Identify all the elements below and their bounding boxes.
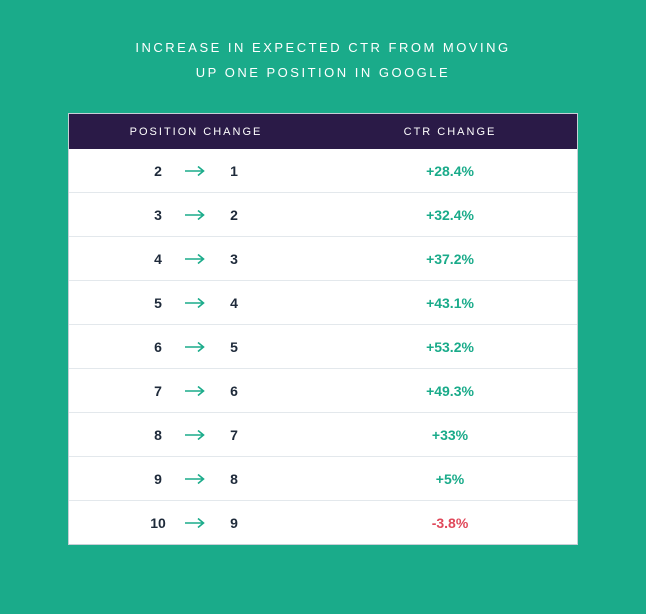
position-to: 3	[225, 251, 243, 267]
ctr-change-cell: +32.4%	[323, 193, 577, 236]
arrow-right-icon	[185, 430, 207, 440]
position-change-cell: 10 9	[69, 501, 323, 544]
position-change-cell: 7 6	[69, 369, 323, 412]
title-line-1: INCREASE IN EXPECTED CTR FROM MOVING	[135, 40, 510, 55]
ctr-change-cell: +53.2%	[323, 325, 577, 368]
col-header-ctr: CTR CHANGE	[323, 114, 577, 149]
ctr-change-cell: +28.4%	[323, 149, 577, 192]
position-from: 10	[149, 515, 167, 531]
ctr-change-cell: +49.3%	[323, 369, 577, 412]
table-row: 4 3 +37.2%	[69, 236, 577, 280]
table-row: 8 7 +33%	[69, 412, 577, 456]
table-row: 2 1 +28.4%	[69, 149, 577, 192]
title-line-2: UP ONE POSITION IN GOOGLE	[196, 65, 450, 80]
table-row: 5 4 +43.1%	[69, 280, 577, 324]
arrow-right-icon	[185, 386, 207, 396]
table-body: 2 1 +28.4% 3 2 +32.4% 4	[69, 149, 577, 544]
position-to: 2	[225, 207, 243, 223]
arrow-right-icon	[185, 254, 207, 264]
position-to: 4	[225, 295, 243, 311]
position-from: 8	[149, 427, 167, 443]
chart-title: INCREASE IN EXPECTED CTR FROM MOVING UP …	[68, 36, 578, 85]
position-to: 9	[225, 515, 243, 531]
table-row: 6 5 +53.2%	[69, 324, 577, 368]
infographic-card: INCREASE IN EXPECTED CTR FROM MOVING UP …	[0, 0, 646, 614]
table-row: 3 2 +32.4%	[69, 192, 577, 236]
ctr-change-cell: +43.1%	[323, 281, 577, 324]
position-change-cell: 8 7	[69, 413, 323, 456]
position-from: 3	[149, 207, 167, 223]
arrow-right-icon	[185, 518, 207, 528]
position-from: 9	[149, 471, 167, 487]
ctr-change-cell: +37.2%	[323, 237, 577, 280]
position-change-cell: 4 3	[69, 237, 323, 280]
position-change-cell: 2 1	[69, 149, 323, 192]
table-row: 10 9 -3.8%	[69, 500, 577, 544]
position-change-cell: 9 8	[69, 457, 323, 500]
position-to: 1	[225, 163, 243, 179]
ctr-table: POSITION CHANGE CTR CHANGE 2 1 +28.4% 3	[68, 113, 578, 545]
position-from: 5	[149, 295, 167, 311]
position-change-cell: 6 5	[69, 325, 323, 368]
table-row: 7 6 +49.3%	[69, 368, 577, 412]
position-change-cell: 5 4	[69, 281, 323, 324]
arrow-right-icon	[185, 342, 207, 352]
arrow-right-icon	[185, 210, 207, 220]
table-header: POSITION CHANGE CTR CHANGE	[69, 114, 577, 149]
position-from: 2	[149, 163, 167, 179]
arrow-right-icon	[185, 474, 207, 484]
position-from: 6	[149, 339, 167, 355]
table-row: 9 8 +5%	[69, 456, 577, 500]
position-from: 7	[149, 383, 167, 399]
position-to: 5	[225, 339, 243, 355]
position-from: 4	[149, 251, 167, 267]
position-to: 7	[225, 427, 243, 443]
arrow-right-icon	[185, 166, 207, 176]
position-to: 6	[225, 383, 243, 399]
ctr-change-cell: +33%	[323, 413, 577, 456]
position-change-cell: 3 2	[69, 193, 323, 236]
arrow-right-icon	[185, 298, 207, 308]
ctr-change-cell: -3.8%	[323, 501, 577, 544]
position-to: 8	[225, 471, 243, 487]
ctr-change-cell: +5%	[323, 457, 577, 500]
col-header-position: POSITION CHANGE	[69, 114, 323, 149]
